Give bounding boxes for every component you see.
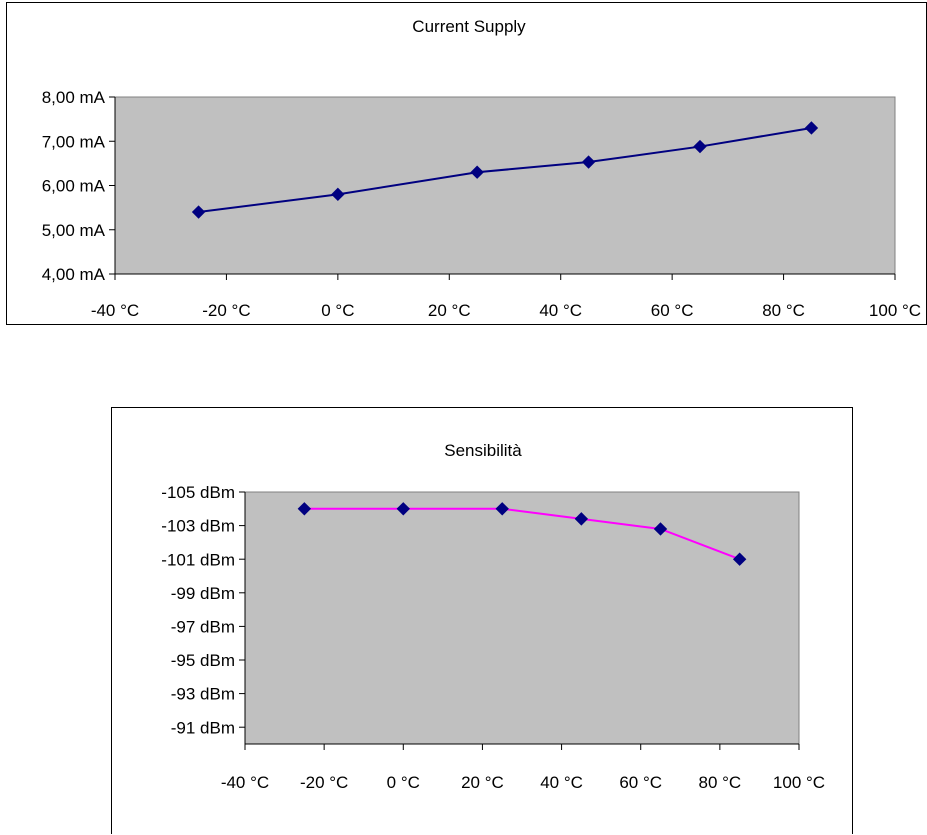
data-point xyxy=(581,155,596,169)
current-supply-chart: Current Supply -40 °C -20 °C 0 °C 20 °C 40 °… xyxy=(6,2,927,325)
y-tick-label: -99 dBm xyxy=(171,584,235,603)
y-tick-label: -101 dBm xyxy=(161,550,235,569)
x-tick-label: 100 °C xyxy=(869,301,921,320)
chart-title: Sensibilità xyxy=(444,441,522,460)
x-tick-label: 0 °C xyxy=(321,301,354,320)
x-tick-label: 80 °C xyxy=(762,301,805,320)
x-tick-label: 60 °C xyxy=(619,773,662,792)
y-tick-label: -105 dBm xyxy=(161,483,235,502)
data-point xyxy=(574,512,589,526)
series-line xyxy=(198,126,812,214)
sensibilita-chart: Sensibilità -40 °C -20 °C 0 °C 20 °C 40 °C 60… xyxy=(111,407,853,834)
data-point xyxy=(732,552,747,566)
y-tick-label: -97 dBm xyxy=(171,618,235,637)
y-tick-label: 6,00 mA xyxy=(42,177,106,196)
y-tick-label: -95 dBm xyxy=(171,651,235,670)
x-tick-label: 80 °C xyxy=(698,773,741,792)
x-tick-label: 100 °C xyxy=(773,773,825,792)
series-line xyxy=(304,507,740,561)
x-tick-label: -40 °C xyxy=(221,773,269,792)
current-supply-svg: Current Supply -40 °C -20 °C 0 °C 20 °C 40 °… xyxy=(42,17,921,320)
x-tick-label: -40 °C xyxy=(91,301,139,320)
y-tick-label: 7,00 mA xyxy=(42,132,106,151)
x-tick-label: 0 °C xyxy=(387,773,420,792)
data-point xyxy=(804,121,819,135)
data-point xyxy=(331,187,345,202)
x-tick-label: -20 °C xyxy=(300,773,348,792)
y-tick-label: 4,00 mA xyxy=(42,265,106,284)
y-tick-label: -93 dBm xyxy=(171,685,235,704)
data-point xyxy=(653,522,668,536)
data-point xyxy=(495,502,509,516)
y-tick-label: -91 dBm xyxy=(171,718,235,737)
y-tick-label: -103 dBm xyxy=(161,517,235,536)
x-tick-label: 60 °C xyxy=(651,301,694,320)
plot-area xyxy=(114,96,896,275)
x-tick-label: 20 °C xyxy=(428,301,471,320)
data-point xyxy=(297,502,312,516)
x-tick-label: 20 °C xyxy=(461,773,504,792)
x-tick-label: -20 °C xyxy=(202,301,250,320)
data-point xyxy=(191,205,206,219)
y-tick-label: 5,00 mA xyxy=(42,221,106,240)
chart-title: Current Supply xyxy=(412,17,526,36)
plot-area xyxy=(244,491,800,745)
data-point xyxy=(396,502,410,516)
data-point xyxy=(470,165,484,179)
data-point xyxy=(693,139,707,154)
x-tick-label: 40 °C xyxy=(539,301,582,320)
x-tick-label: 40 °C xyxy=(540,773,583,792)
sensibilita-svg: Sensibilità -40 °C -20 °C 0 °C 20 °C 40 °C 60… xyxy=(161,441,825,792)
y-tick-label: 8,00 mA xyxy=(42,88,106,107)
